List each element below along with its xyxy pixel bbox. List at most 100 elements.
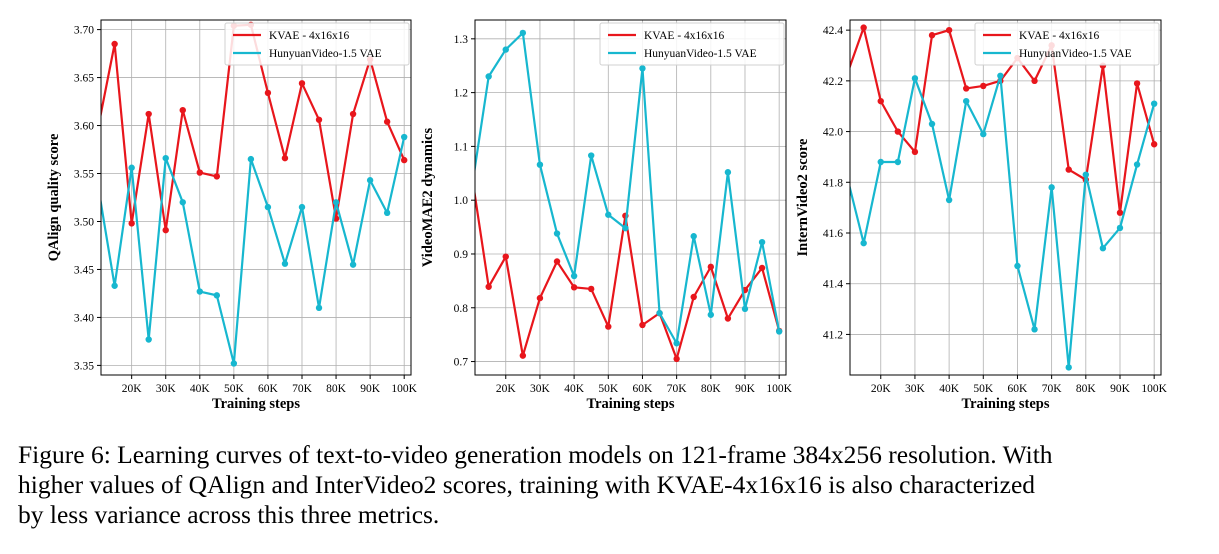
data-point <box>383 118 391 125</box>
x-tick-label: 100K <box>766 383 792 395</box>
data-point <box>196 288 203 295</box>
data-point <box>962 85 970 92</box>
y-tick-label: 1.0 <box>454 195 469 207</box>
x-tick-label: 70K <box>292 383 313 395</box>
x-tick-label: 90K <box>1110 383 1131 395</box>
x-tick-label: 100K <box>1141 383 1167 395</box>
data-point <box>553 230 561 237</box>
y-tick-label: 1.3 <box>454 34 469 46</box>
data-point <box>945 26 953 34</box>
y-tick-label: 3.70 <box>74 25 94 37</box>
data-point <box>315 116 323 123</box>
data-point <box>980 82 987 90</box>
y-axis-label: VideoMAE2 dynamics <box>420 128 436 268</box>
x-tick-label: 80K <box>701 383 722 395</box>
plot-frame <box>474 19 787 376</box>
data-point <box>264 203 272 211</box>
x-tick-label: 40K <box>939 383 960 395</box>
data-point <box>673 340 680 347</box>
data-point <box>519 29 527 37</box>
data-point <box>247 155 255 163</box>
data-point <box>196 169 203 176</box>
x-tick-label: 60K <box>258 383 279 395</box>
data-point <box>980 130 987 138</box>
x-tick-label: 30K <box>156 383 177 395</box>
data-point <box>911 75 919 82</box>
data-point <box>860 239 867 247</box>
figure-caption: Figure 6: Learning curves of text-to-vid… <box>18 440 1213 530</box>
data-point <box>298 203 306 211</box>
data-point <box>553 258 561 265</box>
caption-line-1: Figure 6: Learning curves of text-to-vid… <box>18 440 1053 469</box>
data-point <box>1014 262 1021 270</box>
x-tick-label: 20K <box>122 383 143 395</box>
series-hunyuanvideo <box>850 72 1158 371</box>
data-point <box>162 226 169 234</box>
data-point <box>928 120 936 128</box>
legend: KVAE - 4x16x16 HunyuanVideo-1.5 VAE <box>224 22 410 66</box>
legend-box <box>599 22 785 66</box>
data-point <box>605 211 612 218</box>
data-point <box>468 170 474 176</box>
caption-line-3: by less variance across this three metri… <box>18 500 440 529</box>
data-point <box>894 158 902 166</box>
data-point <box>673 355 680 363</box>
data-point <box>945 196 953 204</box>
x-tick-label: 50K <box>224 383 245 395</box>
data-point <box>366 177 374 184</box>
x-tick-label: 50K <box>598 383 619 395</box>
data-point <box>1048 184 1055 191</box>
y-tick-label: 41.4 <box>823 279 843 291</box>
data-point <box>230 360 238 367</box>
data-point <box>519 352 527 359</box>
y-tick-label: 41.2 <box>823 329 843 341</box>
data-point <box>1099 245 1107 252</box>
figure-charts: 20K 30K 40K 50K 60K 70K 80K 90K 100K 3.35 3.40 3.45… <box>46 19 1168 412</box>
data-point <box>656 309 663 317</box>
y-tick-label: 42.4 <box>823 25 843 37</box>
data-point <box>128 164 135 171</box>
data-point <box>281 260 289 267</box>
data-point <box>690 233 697 240</box>
data-point <box>179 106 186 114</box>
data-point <box>758 264 766 272</box>
data-point <box>502 253 509 260</box>
data-point <box>741 305 749 313</box>
data-point <box>962 97 970 105</box>
y-tick-label: 42.2 <box>823 76 843 88</box>
legend-box <box>224 22 410 66</box>
data-point <box>605 323 612 330</box>
series-line <box>101 136 406 365</box>
y-axis-label: QAlign quality score <box>46 133 62 261</box>
data-point <box>570 284 578 291</box>
data-point <box>587 152 595 159</box>
x-tick-label: 80K <box>326 383 347 395</box>
data-point <box>94 127 100 133</box>
data-point <box>639 65 646 72</box>
y-tick-label: 0.8 <box>454 303 469 315</box>
x-tick-label: 70K <box>667 383 688 395</box>
x-tick-label: 90K <box>735 383 756 395</box>
data-point <box>1082 171 1090 178</box>
data-point <box>536 294 544 302</box>
data-point <box>1133 80 1141 87</box>
data-point <box>315 304 323 312</box>
legend-label: HunyuanVideo-1.5 VAE <box>269 48 382 60</box>
data-point <box>485 73 492 80</box>
data-point <box>145 336 152 343</box>
data-point <box>383 209 391 217</box>
x-tick-label: 30K <box>905 383 926 395</box>
y-tick-label: 1.1 <box>454 141 469 153</box>
series-hunyuanvideo <box>101 133 408 367</box>
legend: KVAE - 4x16x16 HunyuanVideo-1.5 VAE <box>974 22 1160 66</box>
data-point <box>349 261 357 268</box>
data-point <box>1116 224 1124 232</box>
legend-label: HunyuanVideo-1.5 VAE <box>1019 48 1132 60</box>
data-point <box>111 40 118 48</box>
data-point <box>1150 100 1158 107</box>
y-tick-label: 3.65 <box>74 73 94 85</box>
x-tick-label: 90K <box>360 383 381 395</box>
data-point <box>894 128 902 135</box>
series-line <box>475 188 781 360</box>
data-point <box>877 97 884 105</box>
